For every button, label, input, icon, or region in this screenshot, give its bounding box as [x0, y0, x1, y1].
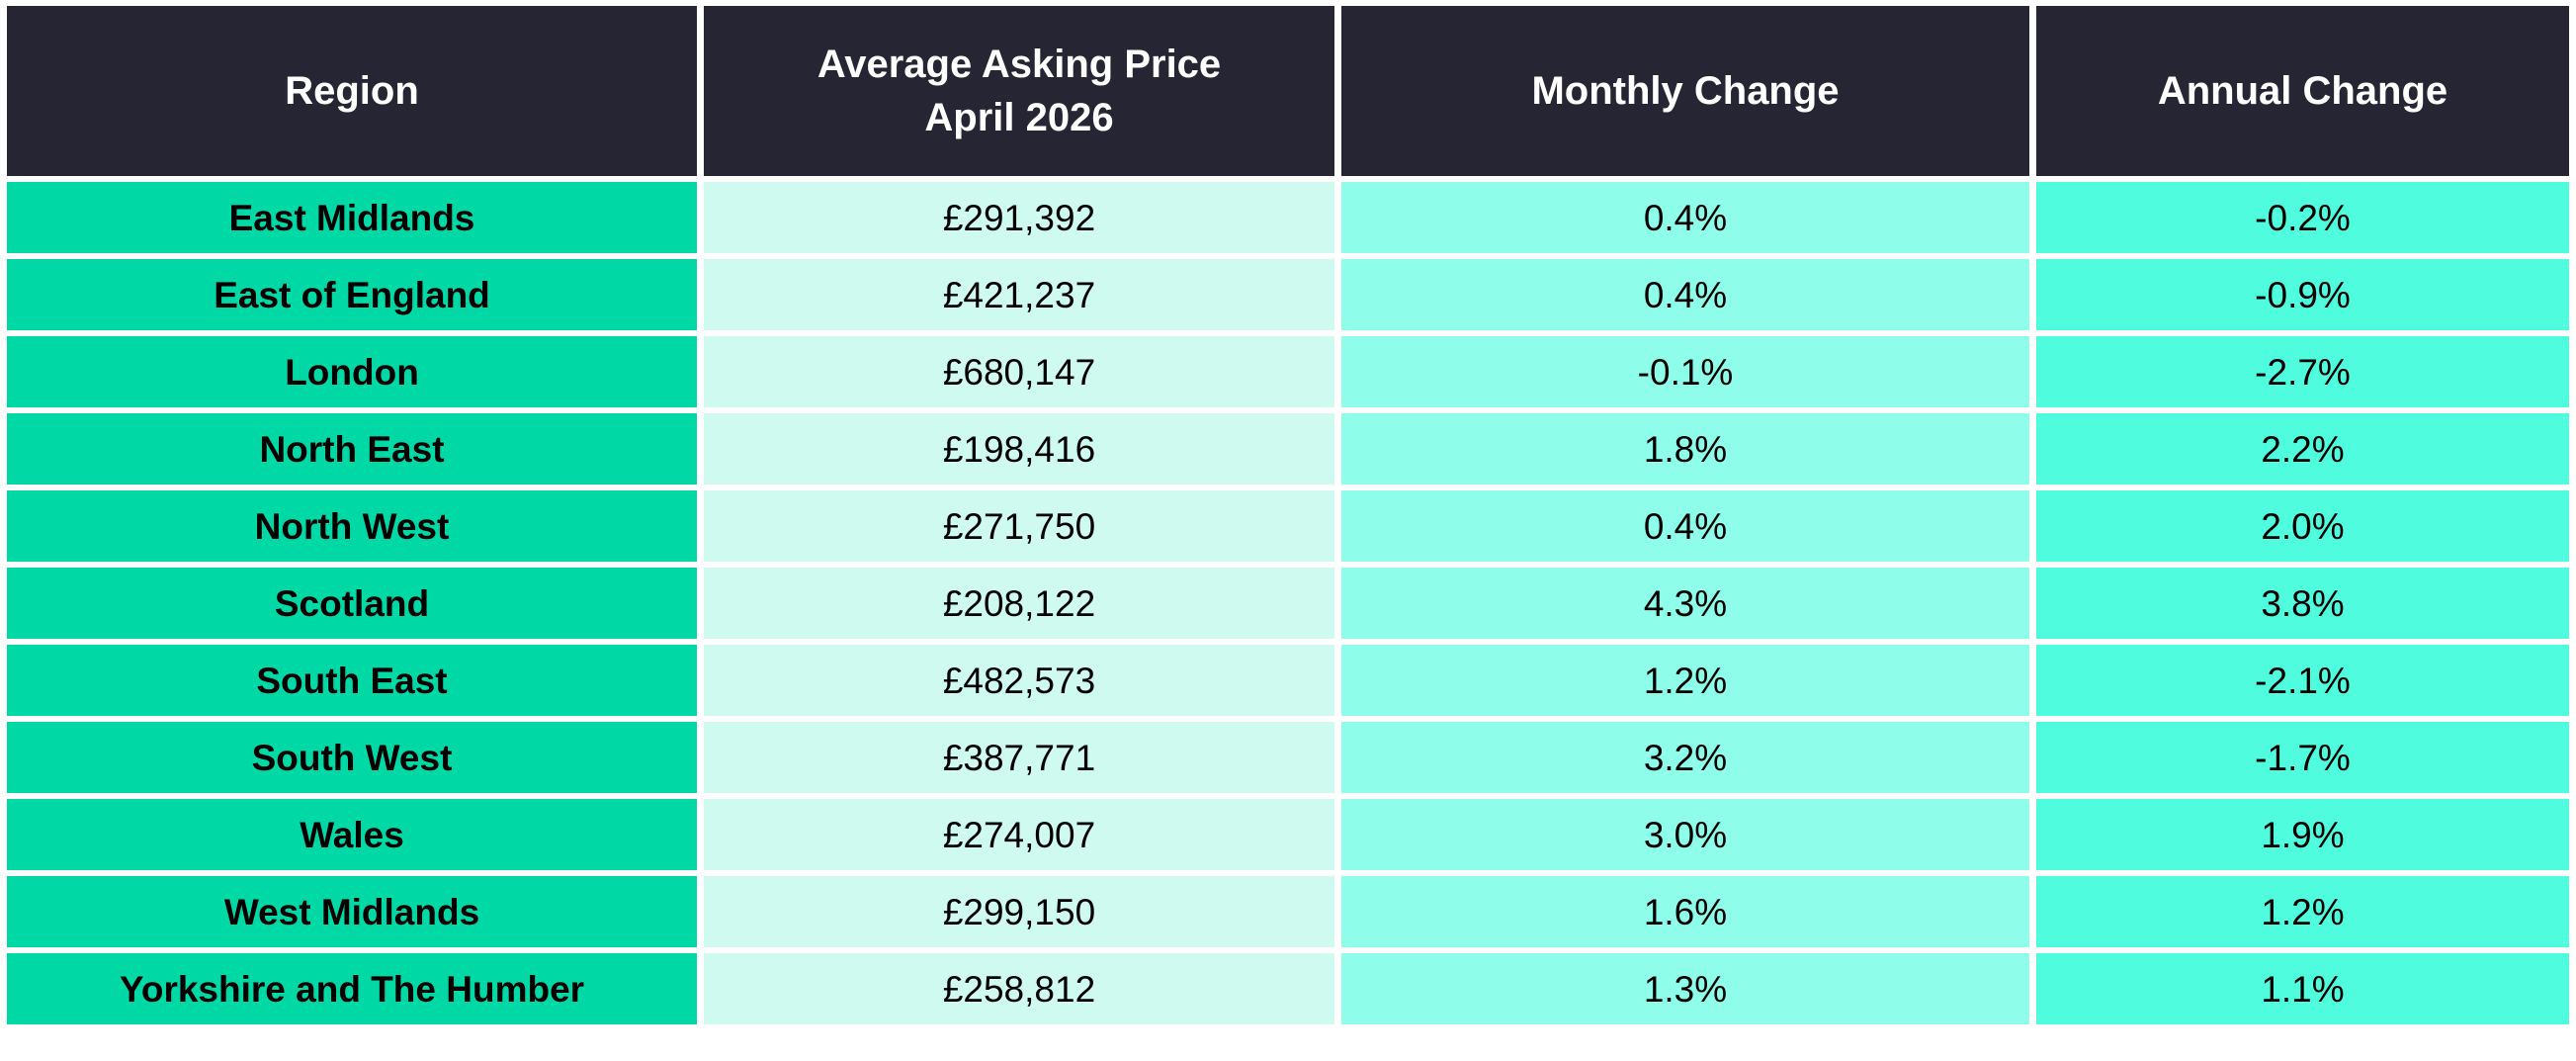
asking-price-cell: £274,007 — [704, 799, 1334, 870]
annual-change-cell: 1.9% — [2036, 799, 2569, 870]
asking-price-cell: £271,750 — [704, 490, 1334, 562]
monthly-change-cell: 1.8% — [1341, 413, 2029, 485]
monthly-change-cell: 1.6% — [1341, 876, 2029, 947]
asking-price-cell: £387,771 — [704, 722, 1334, 793]
asking-price-cell: £208,122 — [704, 568, 1334, 639]
monthly-change-cell: 0.4% — [1341, 259, 2029, 330]
asking-price-cell: £421,237 — [704, 259, 1334, 330]
region-cell: East of England — [7, 259, 697, 330]
region-cell: South East — [7, 645, 697, 716]
column-header-region: Region — [7, 6, 697, 176]
table-row: Scotland £208,122 4.3% 3.8% — [7, 568, 2569, 639]
region-cell: South West — [7, 722, 697, 793]
region-cell: Wales — [7, 799, 697, 870]
monthly-change-cell: 1.3% — [1341, 953, 2029, 1024]
asking-price-cell: £680,147 — [704, 336, 1334, 407]
annual-change-cell: -1.7% — [2036, 722, 2569, 793]
region-cell: North West — [7, 490, 697, 562]
column-header-monthly-change: Monthly Change — [1341, 6, 2029, 176]
asking-price-cell: £291,392 — [704, 182, 1334, 253]
asking-price-cell: £198,416 — [704, 413, 1334, 485]
region-cell: West Midlands — [7, 876, 697, 947]
asking-price-cell: £482,573 — [704, 645, 1334, 716]
monthly-change-cell: -0.1% — [1341, 336, 2029, 407]
table-row: North East £198,416 1.8% 2.2% — [7, 413, 2569, 485]
region-cell: London — [7, 336, 697, 407]
header-row: Region Average Asking Price April 2026 M… — [7, 6, 2569, 176]
region-cell: Yorkshire and The Humber — [7, 953, 697, 1024]
region-cell: North East — [7, 413, 697, 485]
column-header-average-asking-price: Average Asking Price April 2026 — [704, 6, 1334, 176]
annual-change-cell: 2.2% — [2036, 413, 2569, 485]
annual-change-cell: -0.2% — [2036, 182, 2569, 253]
region-cell: Scotland — [7, 568, 697, 639]
monthly-change-cell: 1.2% — [1341, 645, 2029, 716]
annual-change-cell: 1.2% — [2036, 876, 2569, 947]
monthly-change-cell: 3.0% — [1341, 799, 2029, 870]
annual-change-cell: 1.1% — [2036, 953, 2569, 1024]
table-row: East of England £421,237 0.4% -0.9% — [7, 259, 2569, 330]
table-row: South West £387,771 3.2% -1.7% — [7, 722, 2569, 793]
region-cell: East Midlands — [7, 182, 697, 253]
asking-price-cell: £299,150 — [704, 876, 1334, 947]
table-row: East Midlands £291,392 0.4% -0.2% — [7, 182, 2569, 253]
monthly-change-cell: 0.4% — [1341, 182, 2029, 253]
regional-asking-price-table: Region Average Asking Price April 2026 M… — [7, 6, 2569, 1024]
table-row: North West £271,750 0.4% 2.0% — [7, 490, 2569, 562]
asking-price-cell: £258,812 — [704, 953, 1334, 1024]
table-row: South East £482,573 1.2% -2.1% — [7, 645, 2569, 716]
table-row: London £680,147 -0.1% -2.7% — [7, 336, 2569, 407]
annual-change-cell: -2.7% — [2036, 336, 2569, 407]
monthly-change-cell: 4.3% — [1341, 568, 2029, 639]
monthly-change-cell: 3.2% — [1341, 722, 2029, 793]
column-header-annual-change: Annual Change — [2036, 6, 2569, 176]
annual-change-cell: -2.1% — [2036, 645, 2569, 716]
table-row: Yorkshire and The Humber £258,812 1.3% 1… — [7, 953, 2569, 1024]
monthly-change-cell: 0.4% — [1341, 490, 2029, 562]
annual-change-cell: 3.8% — [2036, 568, 2569, 639]
table-row: West Midlands £299,150 1.6% 1.2% — [7, 876, 2569, 947]
annual-change-cell: -0.9% — [2036, 259, 2569, 330]
table-row: Wales £274,007 3.0% 1.9% — [7, 799, 2569, 870]
annual-change-cell: 2.0% — [2036, 490, 2569, 562]
